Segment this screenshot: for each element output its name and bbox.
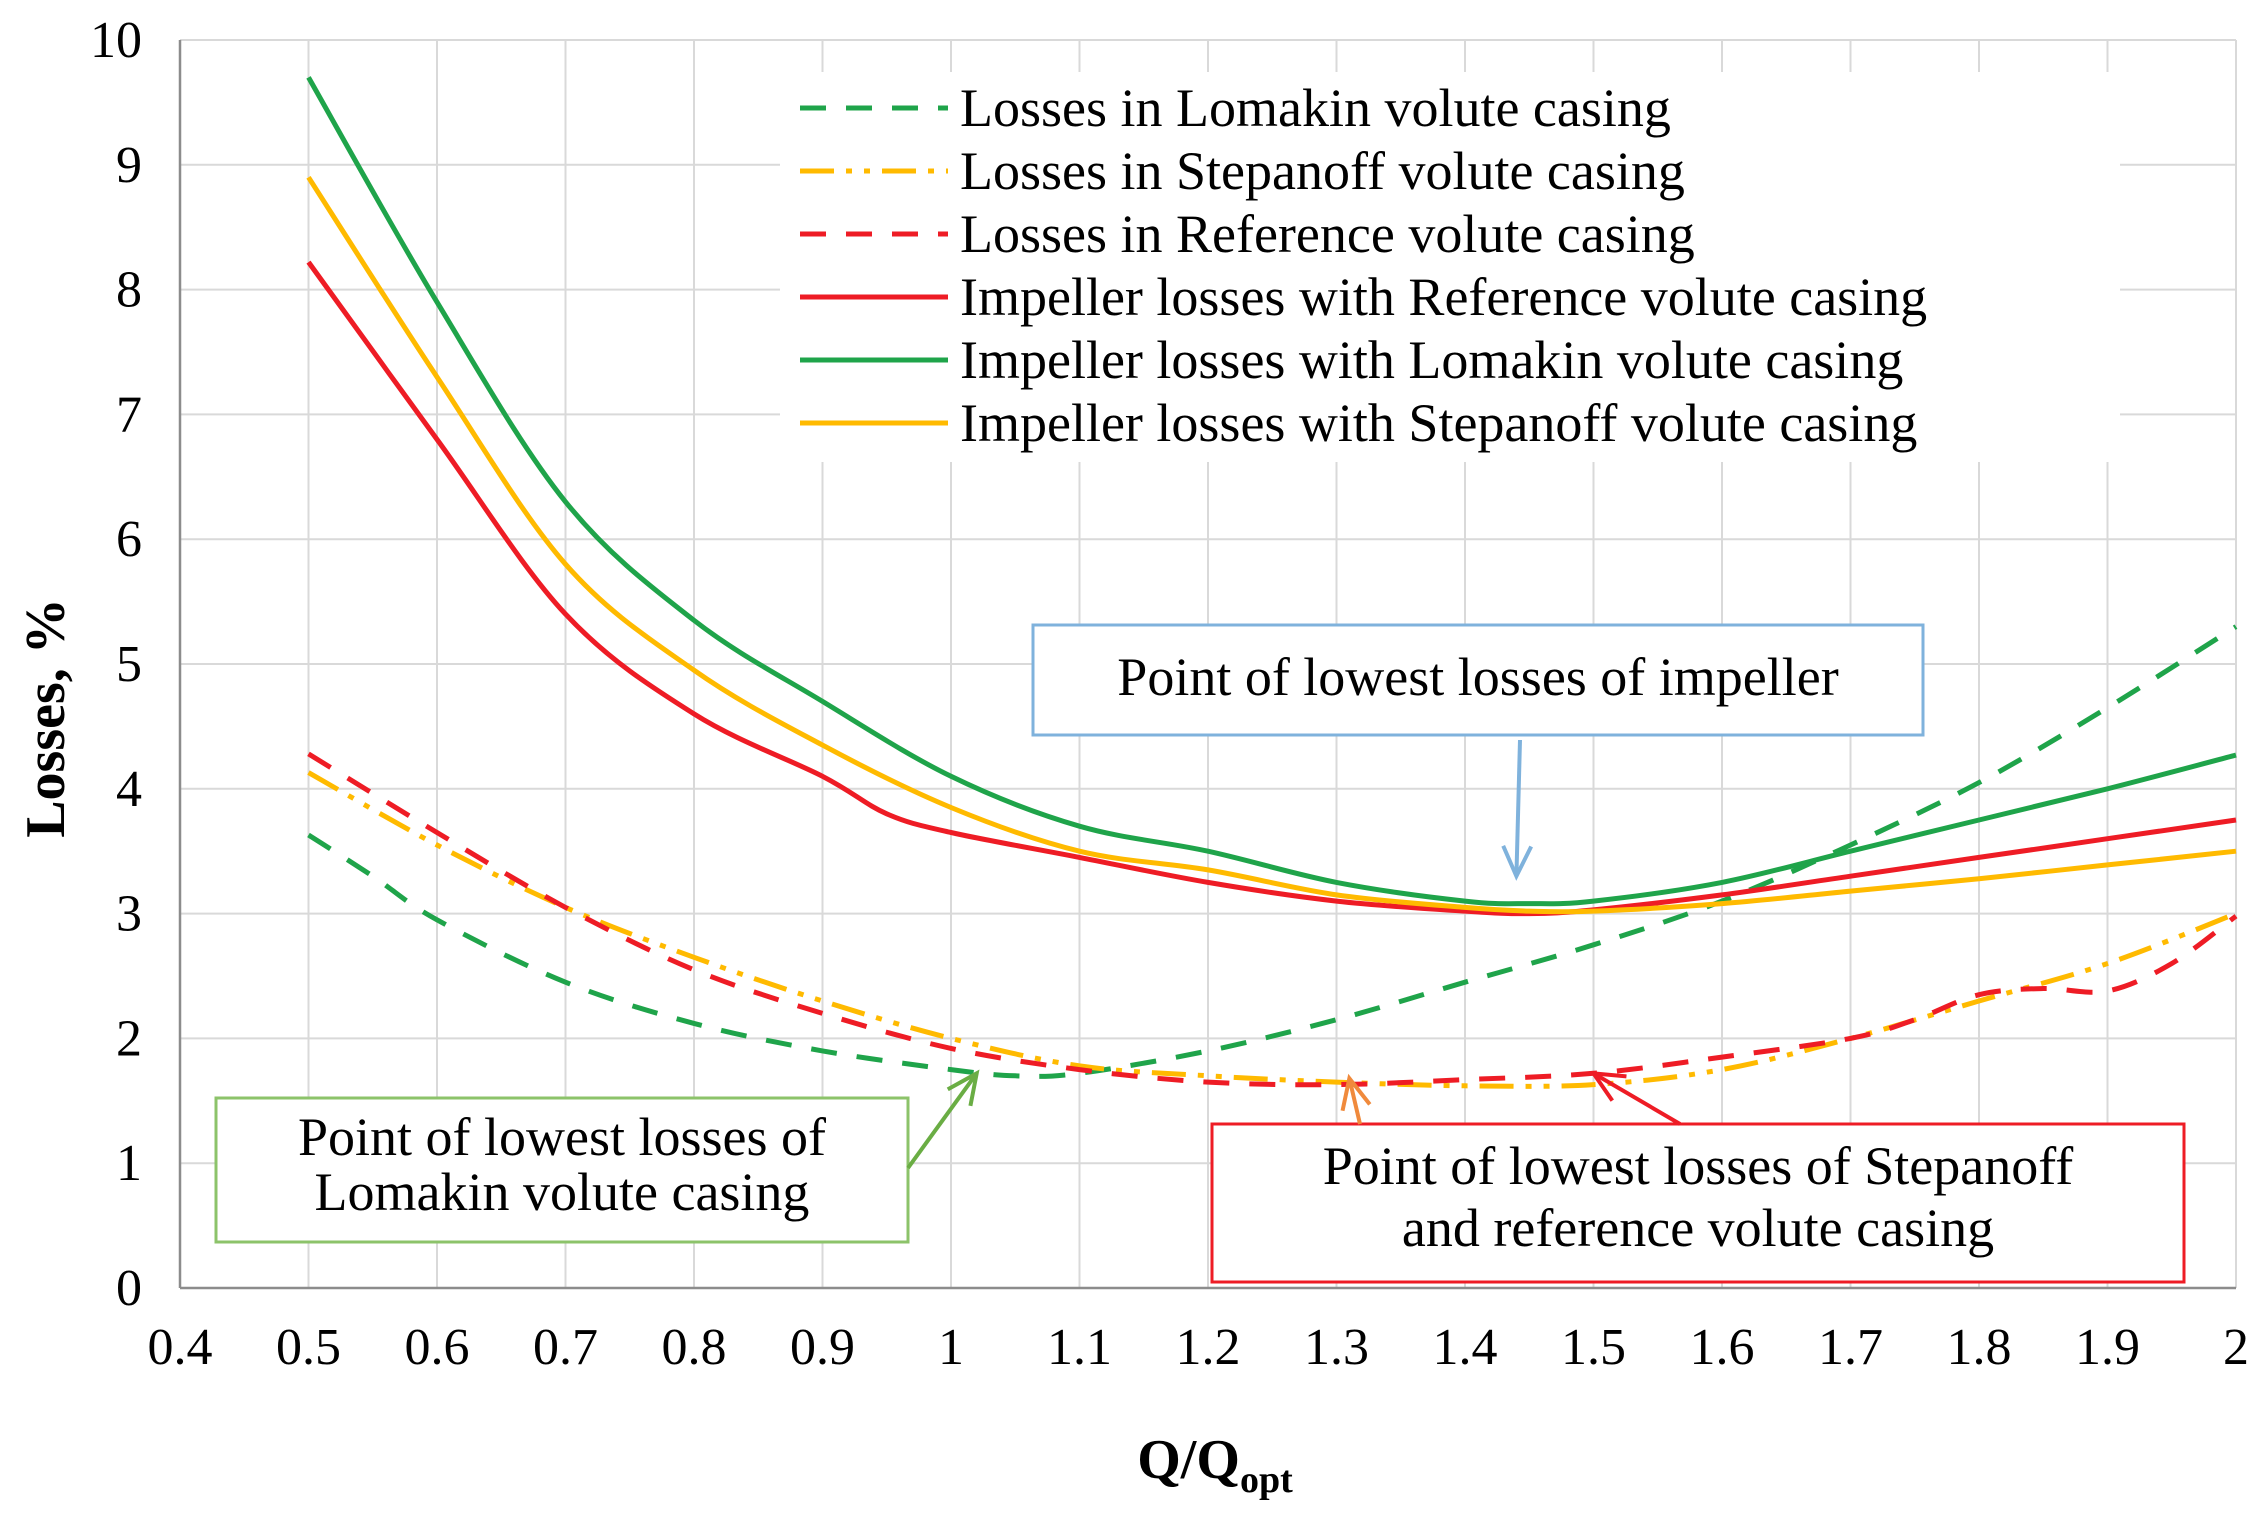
legend-entry-label: Losses in Reference volute casing	[960, 204, 1695, 264]
legend-entry-label: Impeller losses with Reference volute ca…	[960, 267, 1927, 327]
annotation-arrow-head	[1340, 1073, 1372, 1112]
x-tick-label: 0.7	[533, 1319, 598, 1376]
legend-background	[780, 72, 2120, 462]
x-axis-title: Q/Qopt	[1137, 1429, 1293, 1501]
x-axis-title-main: Q/Q	[1137, 1429, 1240, 1491]
annotation-arrow-head	[1501, 845, 1533, 881]
legend-entry-label: Losses in Lomakin volute casing	[960, 78, 1671, 138]
annotation-box	[214, 1096, 910, 1244]
annotation-text: Point of lowest losses of Stepanoff	[1323, 1136, 2073, 1196]
y-tick-label: 6	[116, 511, 142, 568]
x-tick-label: 1.7	[1818, 1319, 1883, 1376]
y-axis-title: Losses, %	[15, 598, 77, 838]
tick-labels: 0.4 0.5 0.6 0.7 0.8 0.9 1 1.1 1.2 1.3 1.4 1.5 1.6 1.7…	[90, 12, 2249, 1376]
x-tick-label: 2	[2223, 1319, 2249, 1376]
series-line-6	[306, 175, 2237, 915]
x-tick-label: 1.6	[1690, 1319, 1755, 1376]
x-tick-label: 1.2	[1176, 1319, 1241, 1376]
legend-entry-label: Impeller losses with Stepanoff volute ca…	[960, 393, 1917, 453]
y-tick-label: 7	[116, 386, 142, 443]
x-tick-label: 1.4	[1433, 1319, 1498, 1376]
y-tick-label: 2	[116, 1010, 142, 1067]
y-tick-label: 10	[90, 12, 142, 69]
annotation-arrow-line	[1514, 739, 1522, 877]
annotation-text: Point of lowest losses of impeller	[1117, 647, 1838, 707]
annotation-arrow-line	[906, 1072, 979, 1170]
annotation-text: and reference volute casing	[1402, 1198, 1994, 1258]
x-tick-label: 0.6	[405, 1319, 470, 1376]
x-tick-label: 1.9	[2075, 1319, 2140, 1376]
y-tick-label: 9	[116, 137, 142, 194]
series-group	[306, 76, 2238, 1089]
x-tick-label: 0.5	[276, 1319, 341, 1376]
series-line-4	[306, 260, 2237, 917]
annotation-arrow-head	[946, 1069, 980, 1107]
x-tick-label: 0.9	[790, 1319, 855, 1376]
y-tick-label: 4	[116, 761, 142, 818]
x-tick-label: 0.4	[148, 1319, 213, 1376]
annotations: Point of lowest losses of impeller Point …	[214, 623, 2186, 1284]
annotation-box	[1210, 1122, 2186, 1284]
annotation-arrow-line	[1592, 1071, 1682, 1126]
y-tick-label: 5	[116, 636, 142, 693]
annotation-arrow-line	[1347, 1077, 1362, 1125]
annotation-impeller: Point of lowest losses of impeller	[1031, 623, 1925, 881]
x-tick-label: 1.3	[1304, 1319, 1369, 1376]
series-line-5	[306, 76, 2237, 907]
legend-entry-label: Losses in Stepanoff volute casing	[960, 141, 1685, 201]
x-tick-label: 1.1	[1047, 1319, 1112, 1376]
y-tick-label: 8	[116, 262, 142, 319]
annotation-arrow-head	[1589, 1070, 1627, 1102]
x-tick-label: 0.8	[662, 1319, 727, 1376]
y-tick-label: 1	[116, 1135, 142, 1192]
annotation-text: Point of lowest losses of	[298, 1107, 826, 1167]
annotation-text: Lomakin volute casing	[315, 1162, 810, 1222]
annotation-box	[1031, 623, 1925, 737]
legend-entry-label: Impeller losses with Lomakin volute casi…	[960, 330, 1903, 390]
x-axis-title-subscript: opt	[1240, 1459, 1293, 1501]
y-tick-label: 3	[116, 886, 142, 943]
y-tick-label: 0	[116, 1260, 142, 1317]
axes	[178, 40, 2236, 1290]
x-tick-label: 1.5	[1561, 1319, 1626, 1376]
x-tick-label: 1.8	[1947, 1319, 2012, 1376]
x-tick-label: 1	[938, 1319, 964, 1376]
